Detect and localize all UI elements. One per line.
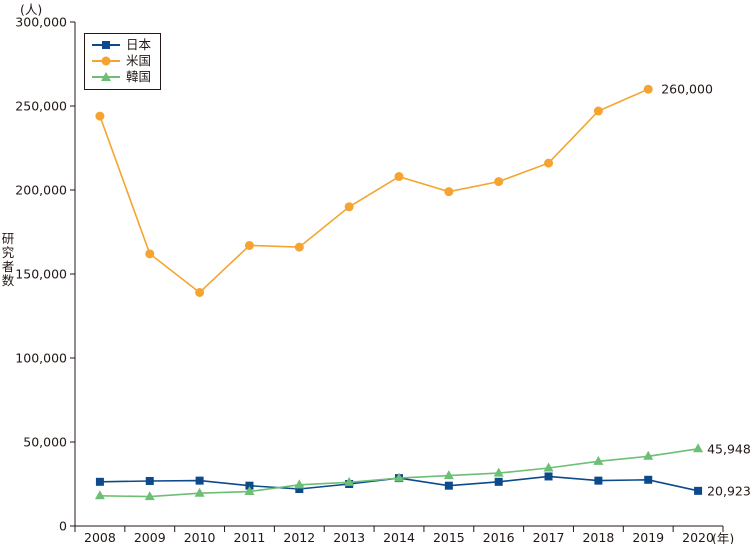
data-point — [543, 462, 554, 472]
end-labels: 20,923 260,000 45,948 — [661, 82, 751, 499]
data-point — [643, 84, 653, 94]
x-tick-label: 2017 — [533, 530, 565, 544]
x-tick-label: 2013 — [333, 530, 365, 544]
y-tick-label: 50,000 — [23, 435, 67, 450]
end-label: 260,000 — [661, 82, 713, 97]
x-tick-label: 2012 — [283, 530, 315, 544]
end-label: 45,948 — [707, 441, 751, 456]
data-point — [593, 106, 603, 116]
y-tick-label: 150,000 — [15, 267, 67, 282]
data-point — [494, 177, 504, 187]
y-axis-title: 研究者数 — [1, 231, 15, 288]
x-tick-label: 2015 — [433, 530, 465, 544]
data-point — [344, 202, 354, 212]
x-tick-label: 2019 — [632, 530, 664, 544]
legend-label-usa: 米国 — [126, 53, 152, 68]
data-point — [195, 476, 204, 485]
x-tick-label: 2008 — [84, 530, 116, 544]
data-point — [145, 476, 154, 485]
data-point — [145, 249, 155, 259]
y-tick-label: 250,000 — [15, 99, 67, 114]
x-unit-label: (年) — [712, 531, 734, 544]
data-point — [95, 111, 105, 121]
data-point — [144, 491, 155, 501]
legend-item-japan: 日本 — [90, 37, 158, 53]
legend-marker-usa — [92, 56, 120, 66]
legend: 日本 米国 韓国 — [84, 33, 161, 90]
data-point — [594, 476, 603, 485]
data-point — [493, 467, 504, 477]
data-point — [244, 240, 254, 250]
data-point — [444, 481, 453, 490]
data-point — [544, 158, 554, 168]
data-point — [294, 479, 305, 489]
data-point — [444, 187, 454, 197]
data-point — [544, 472, 553, 481]
x-tick-label: 2020 — [682, 530, 714, 544]
data-point — [344, 476, 355, 486]
data-point — [195, 287, 205, 297]
x-tick-label: 2009 — [134, 530, 166, 544]
y-tick-label: 100,000 — [15, 351, 67, 366]
series-usa — [95, 84, 653, 297]
y-unit-label: (人) — [20, 2, 42, 17]
y-tick-label: 0 — [59, 519, 67, 534]
legend-marker-korea — [92, 72, 120, 81]
data-point — [295, 485, 304, 494]
series-line — [99, 88, 649, 294]
data-point — [294, 242, 304, 252]
y-tick-label: 200,000 — [15, 183, 67, 198]
legend-label-japan: 日本 — [126, 37, 152, 52]
data-point — [644, 475, 653, 484]
data-point — [643, 450, 654, 460]
data-point — [94, 490, 105, 500]
data-point — [194, 487, 205, 497]
series-korea — [94, 443, 704, 501]
legend-marker-japan — [92, 41, 120, 49]
y-tick-label: 300,000 — [15, 15, 67, 30]
series-group — [94, 84, 704, 501]
data-point — [394, 172, 404, 182]
x-axis-ticks: 2008 2009 2010 2011 2012 2013 2014 2015 2016 2017… — [74, 526, 724, 544]
data-point — [443, 470, 454, 480]
legend-label-korea: 韓国 — [126, 69, 152, 84]
x-tick-label: 2016 — [483, 530, 515, 544]
end-label: 20,923 — [707, 483, 751, 498]
data-point — [244, 486, 255, 496]
axes — [74, 22, 723, 527]
data-point — [394, 472, 404, 482]
y-axis-ticks: 0 50,000 100,000 150,000 200,000 250,000 300,0… — [15, 15, 75, 534]
data-point — [593, 455, 604, 465]
x-tick-label: 2018 — [582, 530, 614, 544]
x-tick-label: 2011 — [234, 530, 266, 544]
data-point — [694, 486, 703, 495]
data-point — [95, 477, 104, 486]
data-point — [494, 477, 503, 486]
x-tick-label: 2014 — [383, 530, 415, 544]
x-tick-label: 2010 — [184, 530, 216, 544]
legend-item-korea: 韓国 — [90, 69, 158, 85]
data-point — [245, 481, 254, 490]
legend-item-usa: 米国 — [90, 53, 158, 69]
data-point — [693, 443, 704, 453]
